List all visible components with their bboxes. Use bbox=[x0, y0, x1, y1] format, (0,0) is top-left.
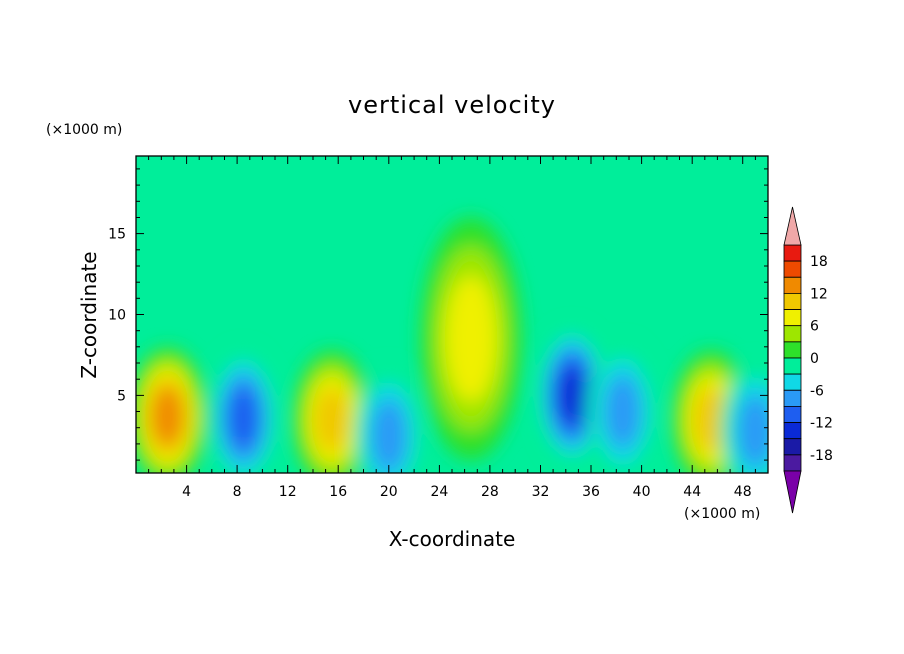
contour-level bbox=[445, 275, 497, 402]
y-tick-label: 5 bbox=[117, 388, 126, 404]
x-tick-label: 20 bbox=[380, 484, 398, 500]
colorbar-segment bbox=[783, 438, 802, 456]
contour-cell-downdraft bbox=[587, 342, 658, 473]
colorbar-segment bbox=[783, 357, 802, 375]
colorbar-label: 18 bbox=[810, 254, 828, 270]
contour-level bbox=[694, 387, 729, 452]
colorbar-max-triangle bbox=[783, 206, 802, 246]
contour-level bbox=[151, 386, 184, 446]
contour-level bbox=[604, 375, 641, 448]
colorbar-label: 0 bbox=[810, 351, 819, 367]
colorbar-segment bbox=[783, 389, 802, 407]
contour-level bbox=[371, 399, 407, 472]
colorbar-label: 6 bbox=[810, 319, 819, 335]
contour-cell-updraft bbox=[420, 217, 522, 461]
x-tick-label: 12 bbox=[279, 484, 297, 500]
x-axis-label: X-coordinate bbox=[389, 527, 516, 551]
y-axis: 5 10 15 bbox=[108, 168, 768, 461]
colorbar-segment bbox=[783, 325, 802, 343]
x-tick-label: 16 bbox=[329, 484, 347, 500]
x-tick-label: 36 bbox=[582, 484, 600, 500]
contour-level bbox=[557, 365, 587, 425]
x-tick-label: 40 bbox=[633, 484, 651, 500]
contour-level bbox=[314, 387, 349, 452]
colorbar-label: -12 bbox=[810, 416, 833, 432]
colorbar-label: 12 bbox=[810, 286, 828, 302]
y-units-label: (×1000 m) bbox=[46, 122, 122, 138]
x-axis: 4 8 12 16 20 24 28 32 36 40 44 48 bbox=[148, 156, 756, 500]
contour-cell-updraft bbox=[136, 346, 207, 473]
x-tick-label: 24 bbox=[430, 484, 448, 500]
colorbar-min-triangle bbox=[783, 470, 802, 514]
colorbar-label: -18 bbox=[810, 448, 833, 464]
colorbar-segment bbox=[783, 292, 802, 310]
colorbar-segment bbox=[783, 309, 802, 327]
x-tick-label: 8 bbox=[233, 484, 242, 500]
contour-field bbox=[136, 156, 768, 473]
colorbar-segment bbox=[783, 260, 802, 278]
colorbar-segment bbox=[783, 276, 802, 294]
y-axis-label: Z-coordinate bbox=[77, 251, 101, 378]
x-tick-label: 32 bbox=[532, 484, 550, 500]
x-units-label: (×1000 m) bbox=[684, 506, 760, 522]
contour-cell-downdraft bbox=[720, 361, 768, 473]
colorbar-segment bbox=[783, 341, 802, 359]
y-tick-label: 10 bbox=[108, 308, 126, 324]
contour-cell-updraft bbox=[292, 350, 372, 473]
colorbar-segment bbox=[783, 454, 802, 472]
contour-cell-downdraft bbox=[208, 348, 279, 473]
contour-level bbox=[737, 394, 768, 468]
contour-cell-downdraft bbox=[353, 366, 425, 473]
x-tick-label: 28 bbox=[481, 484, 499, 500]
chart-title: vertical velocity bbox=[348, 91, 556, 119]
contour-level bbox=[227, 386, 259, 450]
x-tick-label: 48 bbox=[734, 484, 752, 500]
y-tick-label: 15 bbox=[108, 227, 126, 243]
colorbar-segment bbox=[783, 422, 802, 440]
x-tick-label: 4 bbox=[182, 484, 191, 500]
colorbar-segment bbox=[783, 373, 802, 391]
colorbar-segment bbox=[783, 405, 802, 423]
colorbar: 18 12 6 0 -6 -12 -18 bbox=[783, 206, 833, 514]
colorbar-label: -6 bbox=[810, 383, 824, 399]
x-tick-label: 44 bbox=[683, 484, 701, 500]
colorbar-segment bbox=[783, 244, 802, 262]
